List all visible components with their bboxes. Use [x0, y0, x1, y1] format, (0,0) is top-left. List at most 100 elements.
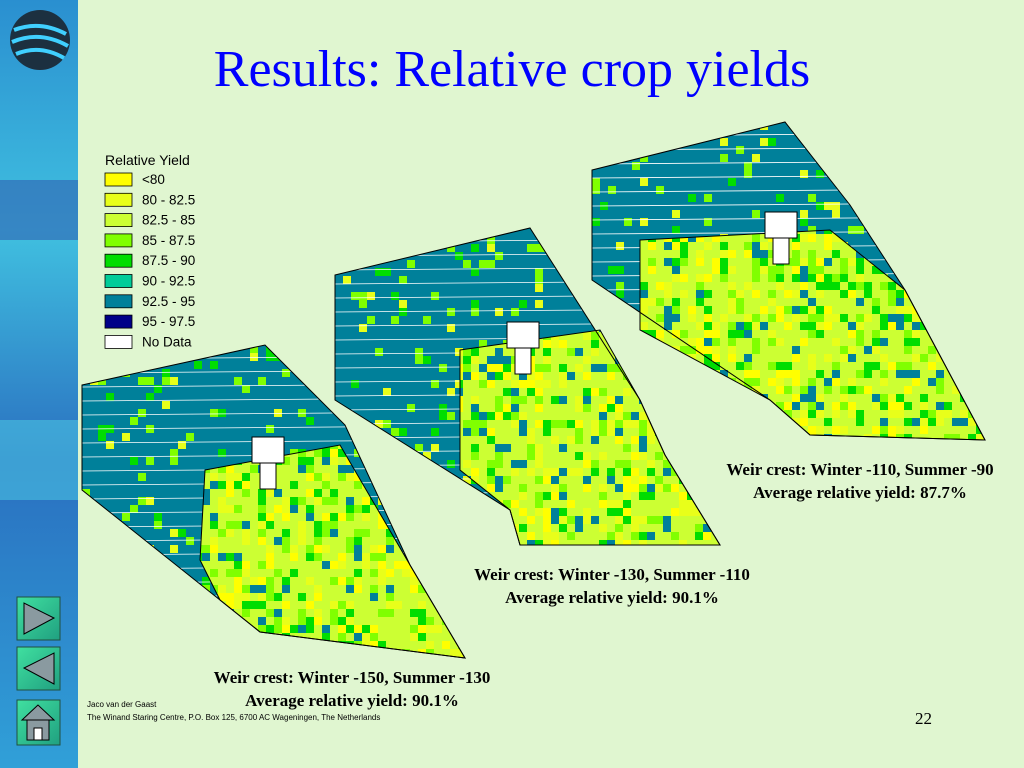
- legend-swatch: [104, 274, 133, 288]
- map-cell: [447, 388, 455, 396]
- map-cell: [439, 412, 447, 420]
- map-cell: [258, 585, 266, 593]
- map-cell: [792, 362, 800, 370]
- map-cell: [944, 402, 952, 410]
- map-cell: [640, 178, 648, 186]
- map-cell: [258, 505, 266, 513]
- map-cell: [503, 388, 511, 396]
- map-cell: [704, 282, 712, 290]
- map-cell: [736, 338, 744, 346]
- map-cell: [728, 290, 736, 298]
- map-cell: [495, 404, 503, 412]
- map-cell: [487, 380, 495, 388]
- map-cell: [234, 529, 242, 537]
- map-cell: [824, 230, 832, 234]
- map-cell: [559, 452, 567, 460]
- map-cell: [218, 497, 226, 505]
- map-cell: [535, 364, 543, 372]
- map-cell: [792, 274, 800, 282]
- map-cell: [386, 529, 394, 537]
- map-cell: [607, 500, 615, 508]
- map-cell: [460, 380, 463, 388]
- map-cell: [631, 412, 639, 420]
- map-cell: [848, 418, 856, 426]
- map-cell: [495, 372, 503, 380]
- map-cell: [418, 617, 426, 625]
- map-outline: [199, 444, 466, 659]
- map-cell: [656, 266, 664, 274]
- map-cell: [848, 258, 856, 266]
- map-cell: [386, 545, 394, 553]
- map-cell: [832, 378, 840, 386]
- map-cell: [527, 452, 535, 460]
- map-cell: [210, 537, 218, 545]
- map-cell: [242, 561, 250, 569]
- map-cell: [434, 633, 442, 641]
- map-cell: [242, 489, 250, 497]
- map-cell: [664, 306, 672, 314]
- map-cell: [290, 481, 298, 489]
- map-cell: [527, 468, 535, 476]
- map-cell: [250, 585, 258, 593]
- map-cell: [543, 348, 551, 356]
- map-cell: [832, 234, 840, 242]
- map-cell: [394, 609, 402, 617]
- map-cell: [808, 394, 816, 402]
- map-cell: [800, 210, 808, 218]
- map-cell: [591, 460, 599, 468]
- map-cell: [736, 322, 744, 330]
- map-cell: [402, 561, 410, 569]
- map-cell: [202, 577, 210, 585]
- map-cell: [703, 524, 711, 532]
- map-cell: [664, 258, 672, 266]
- map-cell: [680, 250, 688, 258]
- map-cell: [559, 484, 567, 492]
- map-cell: [399, 428, 407, 436]
- map-cell: [583, 460, 591, 468]
- map-cell: [266, 513, 274, 521]
- map-cell: [154, 513, 162, 521]
- map-cell: [607, 532, 615, 540]
- map-cell: [816, 322, 824, 330]
- map-cell: [687, 532, 695, 540]
- nav-next[interactable]: [16, 596, 61, 641]
- map-cell: [322, 481, 330, 489]
- map-cell: [527, 500, 535, 508]
- map-cell: [647, 460, 655, 468]
- map-cell: [346, 473, 354, 481]
- nav-prev[interactable]: [16, 646, 61, 691]
- map-cell: [218, 409, 226, 417]
- map-cell: [800, 274, 808, 282]
- map-cell: [162, 401, 170, 409]
- map-cell: [146, 425, 154, 433]
- map-cell: [551, 468, 559, 476]
- map-cell: [306, 457, 314, 465]
- map-outline: [639, 229, 986, 441]
- map-cell: [274, 553, 282, 561]
- map-cell: [824, 394, 832, 402]
- map-cell: [872, 330, 880, 338]
- map-cell: [306, 417, 314, 425]
- map-cell: [495, 444, 503, 452]
- map-cell: [463, 452, 471, 460]
- map-cell: [258, 625, 266, 633]
- map-cell: [511, 404, 519, 412]
- map-cell: [178, 441, 186, 449]
- map-cell: [671, 532, 679, 540]
- map-cell: [394, 569, 402, 577]
- map-cell: [864, 282, 872, 290]
- map-cell: [816, 290, 824, 298]
- map-cell: [463, 476, 471, 484]
- map-cell: [298, 529, 306, 537]
- map-cell: [266, 489, 274, 497]
- map-cell: [226, 465, 234, 473]
- map-cell: [274, 409, 282, 417]
- map-cell: [623, 532, 631, 540]
- map-cell: [824, 322, 832, 330]
- map-cell: [170, 545, 178, 553]
- map-cell: [752, 370, 760, 378]
- map-cell: [872, 298, 880, 306]
- nav-home[interactable]: [16, 699, 61, 746]
- map-cell: [848, 354, 856, 362]
- map-cell: [880, 298, 888, 306]
